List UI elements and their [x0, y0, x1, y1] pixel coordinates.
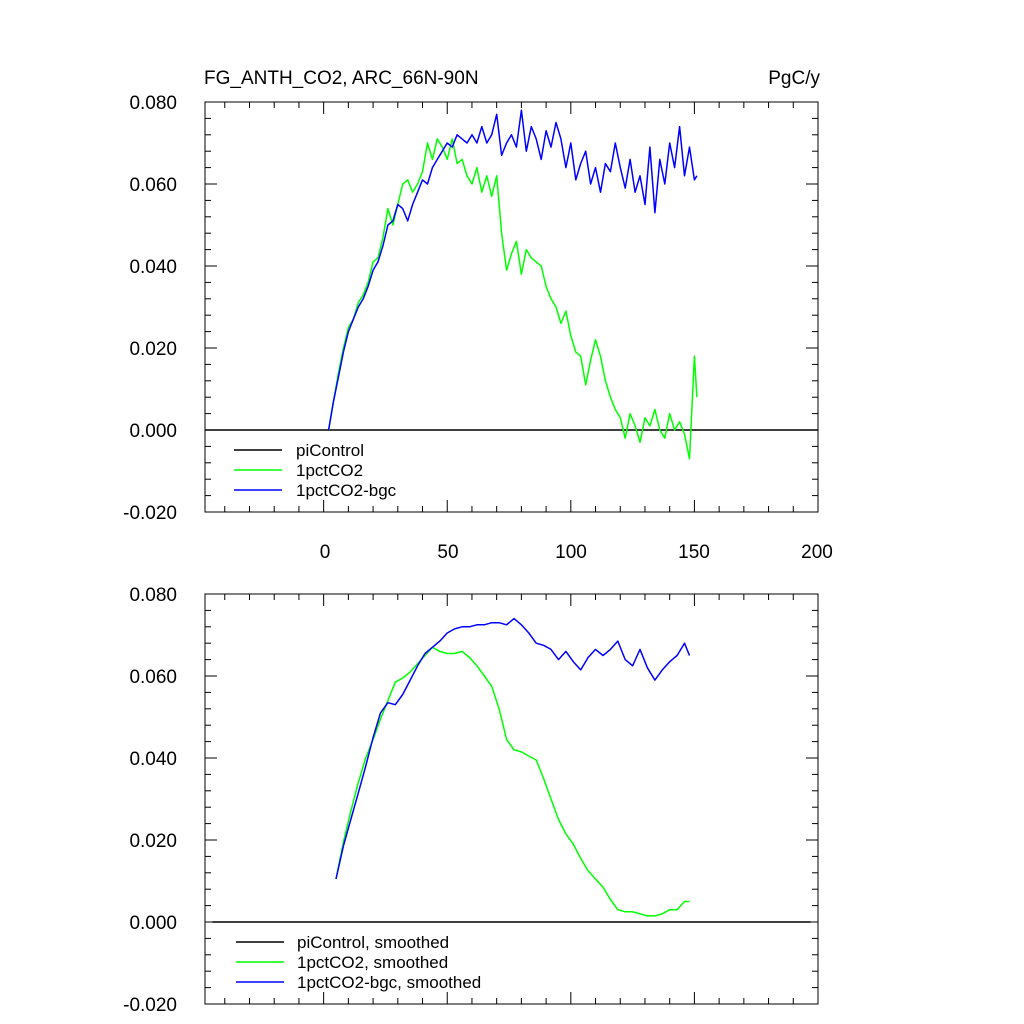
top-y-tick-label: -0.020	[123, 503, 177, 524]
top-series-line-1pctco2-bgc	[327, 109, 698, 431]
top-legend-label: 1pctCO2	[296, 461, 363, 480]
top-legend-label: 1pctCO2-bgc	[296, 481, 397, 500]
top-y-tick-label: 0.040	[129, 257, 177, 278]
top-y-tick-label: 0.060	[129, 175, 177, 196]
top-plot-frame	[204, 101, 819, 513]
top-x-tick-labels: 0 50 100 150 200	[320, 542, 833, 563]
top-x-tick-label: 150	[678, 542, 710, 563]
top-series-line-1pctco2	[327, 138, 698, 460]
bottom-y-tick-label: 0.000	[129, 913, 177, 934]
bottom-panel: 0.080 0.060 0.040 0.020 0.000 -0.020 piC…	[123, 585, 819, 1016]
top-legend-label: piControl	[296, 441, 364, 460]
bottom-axis-ticks	[205, 593, 819, 1005]
top-y-tick-label: 0.000	[129, 421, 177, 442]
top-x-tick-label: 0	[320, 542, 331, 563]
bottom-legend-label: 1pctCO2-bgc, smoothed	[297, 973, 481, 992]
bottom-legend: piControl, smoothed 1pctCO2, smoothed 1p…	[236, 933, 481, 992]
bottom-plot-frame	[204, 593, 819, 1005]
bottom-legend-label: 1pctCO2, smoothed	[297, 953, 448, 972]
bottom-y-tick-label: 0.080	[129, 585, 177, 606]
top-x-tick-label: 50	[437, 542, 458, 563]
top-panel-units: PgC/y	[768, 68, 820, 89]
bottom-y-tick-label: 0.040	[129, 749, 177, 770]
bottom-y-tick-labels: 0.080 0.060 0.040 0.020 0.000 -0.020	[123, 585, 177, 1016]
bottom-series-line-1pctco2-bgc-smoothed	[335, 617, 691, 880]
top-x-tick-label: 200	[801, 542, 833, 563]
top-y-tick-label: 0.020	[129, 339, 177, 360]
top-series-group	[205, 109, 818, 460]
bottom-y-tick-label: 0.060	[129, 667, 177, 688]
bottom-y-tick-label: -0.020	[123, 995, 177, 1016]
bottom-legend-label: piControl, smoothed	[297, 933, 449, 952]
top-panel-title: FG_ANTH_CO2, ARC_66N-90N	[204, 68, 479, 89]
top-legend: piControl 1pctCO2 1pctCO2-bgc	[234, 441, 397, 500]
top-y-tick-labels: 0.080 0.060 0.040 0.020 0.000 -0.020	[123, 93, 177, 524]
top-y-tick-label: 0.080	[129, 93, 177, 114]
bottom-y-tick-label: 0.020	[129, 831, 177, 852]
bottom-series-group	[212, 617, 811, 923]
top-panel: FG_ANTH_CO2, ARC_66N-90N PgC/y 0.080 0.0…	[123, 68, 833, 563]
top-x-tick-label: 100	[555, 542, 587, 563]
bottom-series-line-1pctco2-smoothed	[335, 646, 690, 917]
